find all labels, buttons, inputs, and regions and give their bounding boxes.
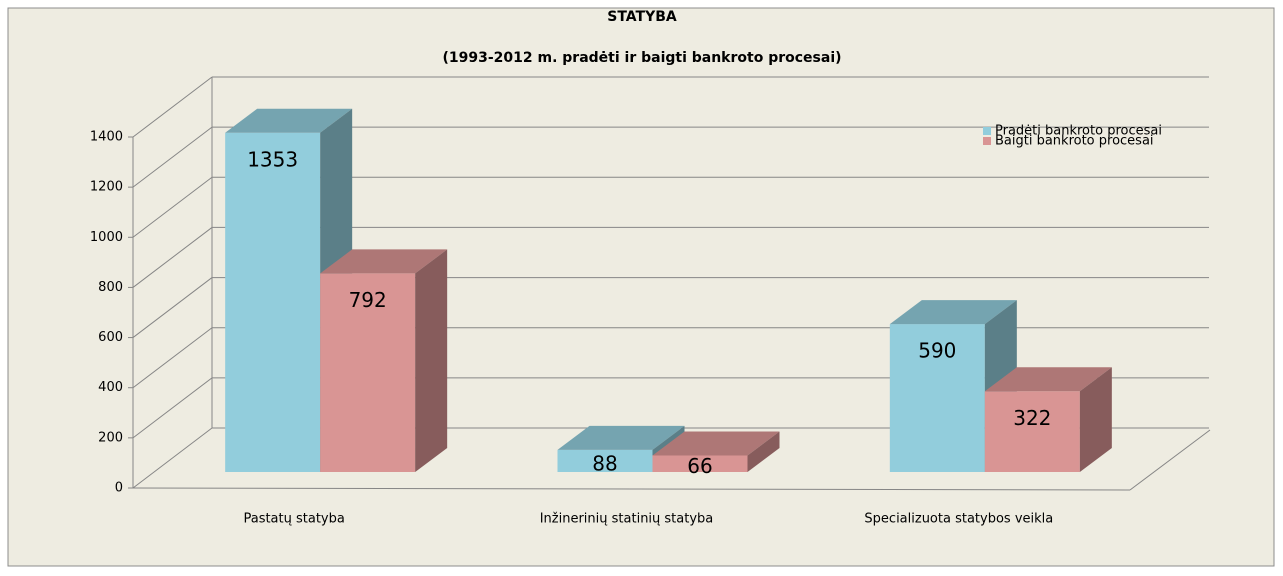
bar-top [557, 425, 685, 450]
grid-line [132, 327, 213, 389]
bar [889, 324, 985, 472]
bar-top [889, 300, 1017, 325]
bar-side [1079, 367, 1112, 472]
value-label: 792 [349, 288, 387, 312]
bar [984, 391, 1080, 472]
value-label: 66 [687, 454, 712, 478]
y-tick-label: 1400 [90, 130, 123, 145]
bar-side [415, 249, 448, 472]
grid-line [132, 377, 213, 439]
y-tick-label: 1200 [90, 180, 123, 195]
x-tick-label: Specializuota statybos veikla [864, 512, 1053, 527]
chart-subtitle: (1993-2012 m. pradėti ir baigti bankroto… [442, 50, 841, 66]
legend-label: Baigti bankroto procesai [995, 134, 1154, 149]
chart-area [7, 7, 1275, 567]
grid-line [132, 176, 213, 238]
legend-swatch [983, 127, 991, 135]
value-label: 1353 [247, 147, 298, 171]
bar [320, 273, 416, 472]
y-tick-label: 1000 [90, 230, 123, 245]
x-tick-label: Inžinerinių statinių statyba [540, 512, 714, 527]
y-tick-label: 200 [98, 430, 123, 445]
floor-right [1129, 429, 1211, 491]
floor-front [132, 487, 1131, 491]
bar-side [747, 431, 780, 472]
chart-title: STATYBA [607, 9, 677, 25]
grid-line [132, 76, 213, 138]
bar-top [320, 249, 448, 274]
y-tick-label: 800 [98, 280, 123, 295]
grid-line [132, 126, 213, 188]
grid-line [132, 227, 213, 288]
y-tick-label: 400 [98, 380, 123, 395]
bar-top [225, 108, 353, 133]
bar [225, 132, 321, 472]
value-label: 88 [592, 451, 617, 475]
bar-top [984, 367, 1112, 392]
legend-label: Pradėti bankroto procesai [995, 124, 1162, 139]
bar-top [652, 431, 780, 456]
y-tick-label: 600 [98, 330, 123, 345]
bar [652, 455, 748, 472]
value-label: 322 [1013, 406, 1051, 430]
bar [557, 449, 653, 472]
x-tick-label: Pastatų statyba [243, 512, 344, 527]
value-label: 590 [918, 339, 956, 363]
y-tick-label: 0 [115, 481, 123, 496]
grid-line [132, 427, 213, 489]
grid-line [132, 277, 213, 338]
legend-swatch [983, 137, 991, 145]
